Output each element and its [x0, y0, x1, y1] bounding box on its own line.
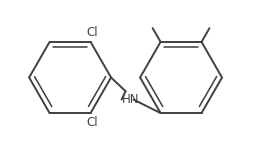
Text: Cl: Cl [86, 26, 98, 39]
Text: HN: HN [121, 93, 139, 106]
Text: Cl: Cl [86, 116, 98, 129]
